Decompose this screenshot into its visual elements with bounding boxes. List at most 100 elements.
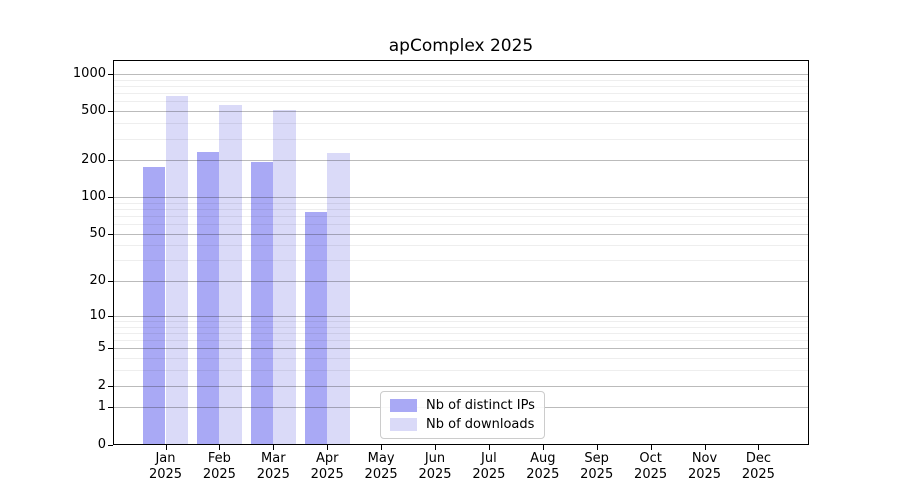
year-label: 2025 <box>526 467 560 482</box>
x-tick-label-sep: Sep 2025 <box>569 451 625 483</box>
y-tick-label: 0 <box>97 436 106 452</box>
legend-item-distinct-ips: Nb of distinct IPs <box>390 397 535 414</box>
y-tick-mark <box>108 74 113 76</box>
bar-distinct-ips-feb <box>196 151 220 445</box>
x-tick-mark <box>758 445 760 450</box>
y-tick-label: 5 <box>97 340 106 356</box>
x-tick-label-oct: Oct 2025 <box>623 451 679 483</box>
y-tick-label: 200 <box>81 152 106 168</box>
major-gridline <box>114 160 808 162</box>
minor-gridline <box>114 208 808 210</box>
major-gridline <box>114 385 808 387</box>
minor-gridline <box>114 215 808 217</box>
x-tick-mark <box>488 445 490 450</box>
x-tick-label-may: May 2025 <box>353 451 409 483</box>
x-tick-mark <box>435 445 436 450</box>
month-label: Feb <box>207 451 231 466</box>
x-tick-mark <box>542 445 544 450</box>
x-tick-label-dec: Dec 2025 <box>730 451 786 483</box>
year-label: 2025 <box>256 467 290 482</box>
x-tick-label-feb: Feb 2025 <box>191 451 247 483</box>
legend-label: Nb of distinct IPs <box>426 397 535 413</box>
y-tick-mark <box>108 233 113 235</box>
y-tick-mark <box>108 197 113 198</box>
major-gridline <box>114 74 808 76</box>
y-tick-label: 100 <box>81 189 106 204</box>
month-label: Mar <box>261 451 286 466</box>
month-label: Jan <box>155 451 176 466</box>
y-tick-label: 10 <box>89 307 106 323</box>
month-label: Jun <box>424 451 446 466</box>
major-gridline <box>114 315 808 317</box>
minor-gridline <box>114 260 808 262</box>
x-tick-mark <box>596 445 598 450</box>
distinct-ips-swatch <box>390 399 417 412</box>
minor-gridline <box>114 224 808 226</box>
x-tick-mark <box>165 445 167 450</box>
chart-title: apComplex 2025 <box>388 36 534 56</box>
y-tick-mark <box>108 160 113 162</box>
minor-gridline <box>114 370 808 372</box>
major-gridline <box>114 197 808 198</box>
month-label: Dec <box>745 451 771 466</box>
legend-item-downloads: Nb of downloads <box>390 416 535 433</box>
major-gridline <box>114 233 808 235</box>
y-tick-mark <box>108 281 113 283</box>
y-tick-mark <box>108 444 113 446</box>
major-gridline <box>114 111 808 113</box>
year-label: 2025 <box>364 467 398 482</box>
month-label: Apr <box>315 451 339 466</box>
x-tick-label-jul: Jul 2025 <box>461 451 517 483</box>
minor-gridline <box>114 340 808 342</box>
bar-downloads-jan <box>165 95 189 445</box>
x-tick-mark <box>273 445 275 450</box>
month-label: Sep <box>584 451 609 466</box>
year-label: 2025 <box>687 467 722 482</box>
year-label: 2025 <box>418 467 452 482</box>
year-label: 2025 <box>202 467 236 482</box>
year-label: 2025 <box>472 467 506 482</box>
downloads-swatch <box>390 418 417 431</box>
minor-gridline <box>114 333 808 334</box>
major-gridline <box>114 281 808 283</box>
bar-distinct-ips-apr <box>304 211 328 445</box>
y-tick-mark <box>108 111 113 113</box>
minor-gridline <box>114 93 808 95</box>
minor-gridline <box>114 123 808 125</box>
month-label: May <box>367 451 395 466</box>
month-label: Nov <box>691 451 718 466</box>
bar-distinct-ips-jan <box>142 167 166 445</box>
year-label: 2025 <box>634 467 668 482</box>
x-tick-label-jun: Jun 2025 <box>407 451 463 483</box>
bar-downloads-mar <box>273 109 296 445</box>
x-tick-mark <box>327 445 329 450</box>
y-tick-mark <box>108 385 113 387</box>
major-gridline <box>114 348 808 350</box>
x-tick-label-aug: Aug 2025 <box>515 451 571 483</box>
minor-gridline <box>114 79 808 81</box>
y-tick-mark <box>108 315 113 317</box>
year-label: 2025 <box>580 467 614 482</box>
minor-gridline <box>114 321 808 322</box>
minor-gridline <box>114 326 808 328</box>
minor-gridline <box>114 101 808 103</box>
y-tick-mark <box>108 407 113 409</box>
minor-gridline <box>114 245 808 247</box>
bar-downloads-apr <box>327 152 350 445</box>
y-tick-label: 2 <box>97 377 106 393</box>
minor-gridline <box>114 358 808 360</box>
x-tick-label-apr: Apr 2025 <box>299 451 355 483</box>
year-label: 2025 <box>310 467 344 482</box>
x-tick-mark <box>381 445 383 450</box>
year-label: 2025 <box>148 467 183 482</box>
y-tick-label: 50 <box>89 225 106 241</box>
month-label: Aug <box>530 451 556 466</box>
bar-downloads-feb <box>219 105 242 445</box>
x-tick-label-jan: Jan 2025 <box>138 451 194 483</box>
legend: Nb of distinct IPs Nb of downloads <box>380 391 545 439</box>
x-tick-mark <box>704 445 706 450</box>
x-tick-mark <box>650 445 652 450</box>
legend-label: Nb of downloads <box>426 416 535 432</box>
year-label: 2025 <box>741 467 775 482</box>
